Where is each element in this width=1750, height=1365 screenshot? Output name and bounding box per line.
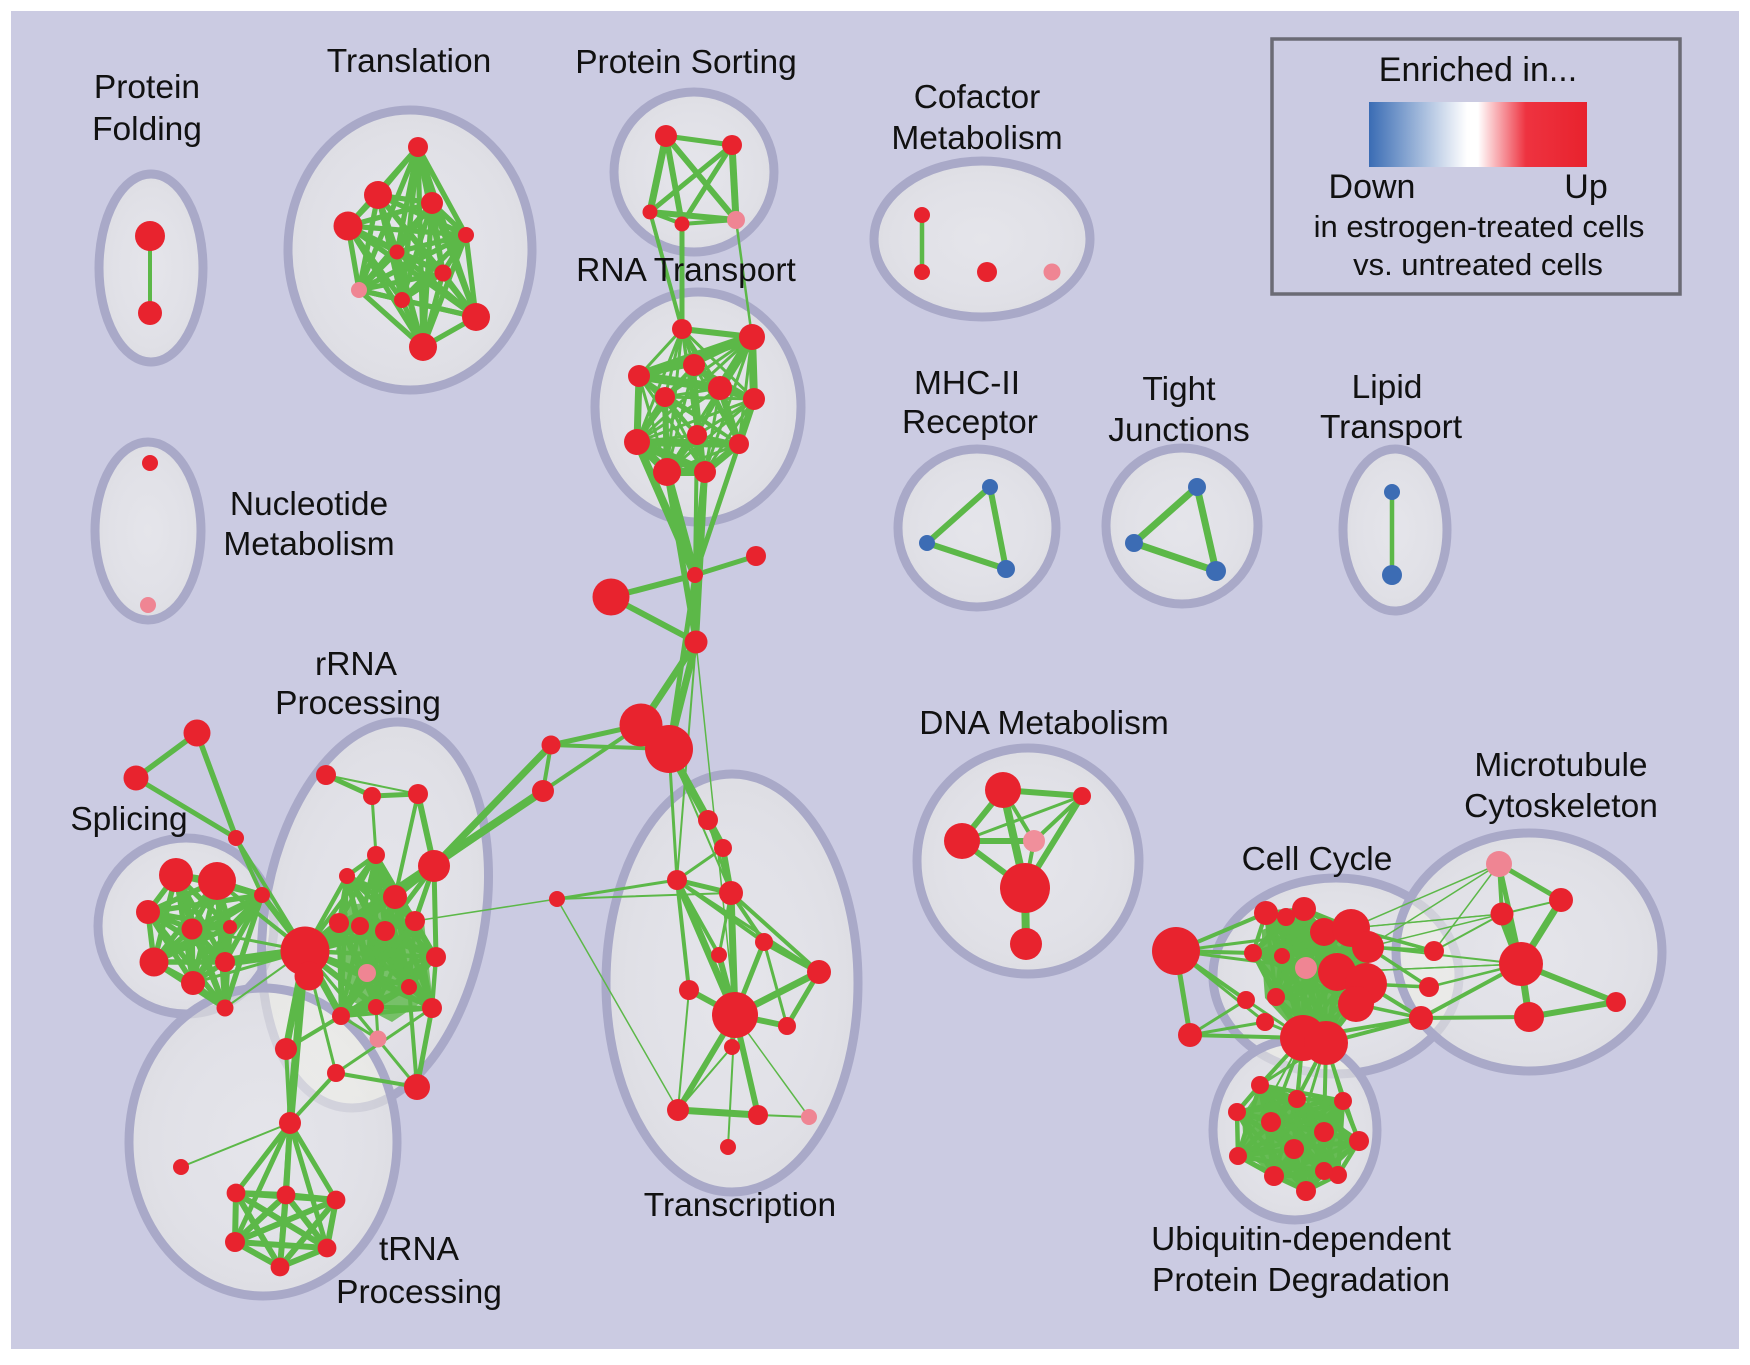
svg-text:Metabolism: Metabolism — [891, 120, 1062, 157]
svg-text:Junctions: Junctions — [1108, 412, 1250, 449]
svg-text:Cytoskeleton: Cytoskeleton — [1464, 788, 1658, 825]
svg-text:DNA Metabolism: DNA Metabolism — [919, 705, 1168, 742]
svg-text:Processing: Processing — [336, 1274, 502, 1311]
svg-text:Down: Down — [1329, 168, 1416, 206]
svg-text:Nucleotide: Nucleotide — [230, 486, 388, 523]
svg-text:Protein Sorting: Protein Sorting — [575, 44, 797, 81]
svg-text:Transport: Transport — [1320, 409, 1463, 446]
svg-text:RNA Transport: RNA Transport — [576, 252, 796, 289]
svg-text:Splicing: Splicing — [70, 801, 187, 838]
svg-text:Enriched in...: Enriched in... — [1379, 51, 1577, 89]
svg-text:Microtubule: Microtubule — [1474, 747, 1647, 784]
svg-text:Cofactor: Cofactor — [914, 79, 1041, 116]
svg-text:Up: Up — [1564, 168, 1607, 206]
svg-text:rRNA: rRNA — [315, 646, 398, 683]
svg-text:Metabolism: Metabolism — [223, 526, 394, 563]
svg-text:Processing: Processing — [275, 685, 441, 722]
svg-text:Translation: Translation — [327, 43, 491, 80]
svg-text:vs. untreated cells: vs. untreated cells — [1353, 247, 1603, 282]
svg-text:in estrogen-treated cells: in estrogen-treated cells — [1314, 209, 1645, 244]
svg-text:Cell Cycle: Cell Cycle — [1242, 841, 1393, 878]
svg-text:Lipid: Lipid — [1352, 369, 1423, 406]
svg-text:Protein Degradation: Protein Degradation — [1152, 1262, 1450, 1299]
svg-text:Tight: Tight — [1142, 371, 1216, 408]
svg-text:Receptor: Receptor — [902, 404, 1038, 441]
svg-text:Transcription: Transcription — [644, 1187, 836, 1224]
svg-text:tRNA: tRNA — [379, 1231, 460, 1268]
svg-text:Protein: Protein — [94, 69, 200, 106]
svg-text:Ubiquitin-dependent: Ubiquitin-dependent — [1151, 1221, 1452, 1258]
svg-text:MHC-II: MHC-II — [914, 365, 1020, 402]
svg-text:Folding: Folding — [92, 111, 202, 148]
